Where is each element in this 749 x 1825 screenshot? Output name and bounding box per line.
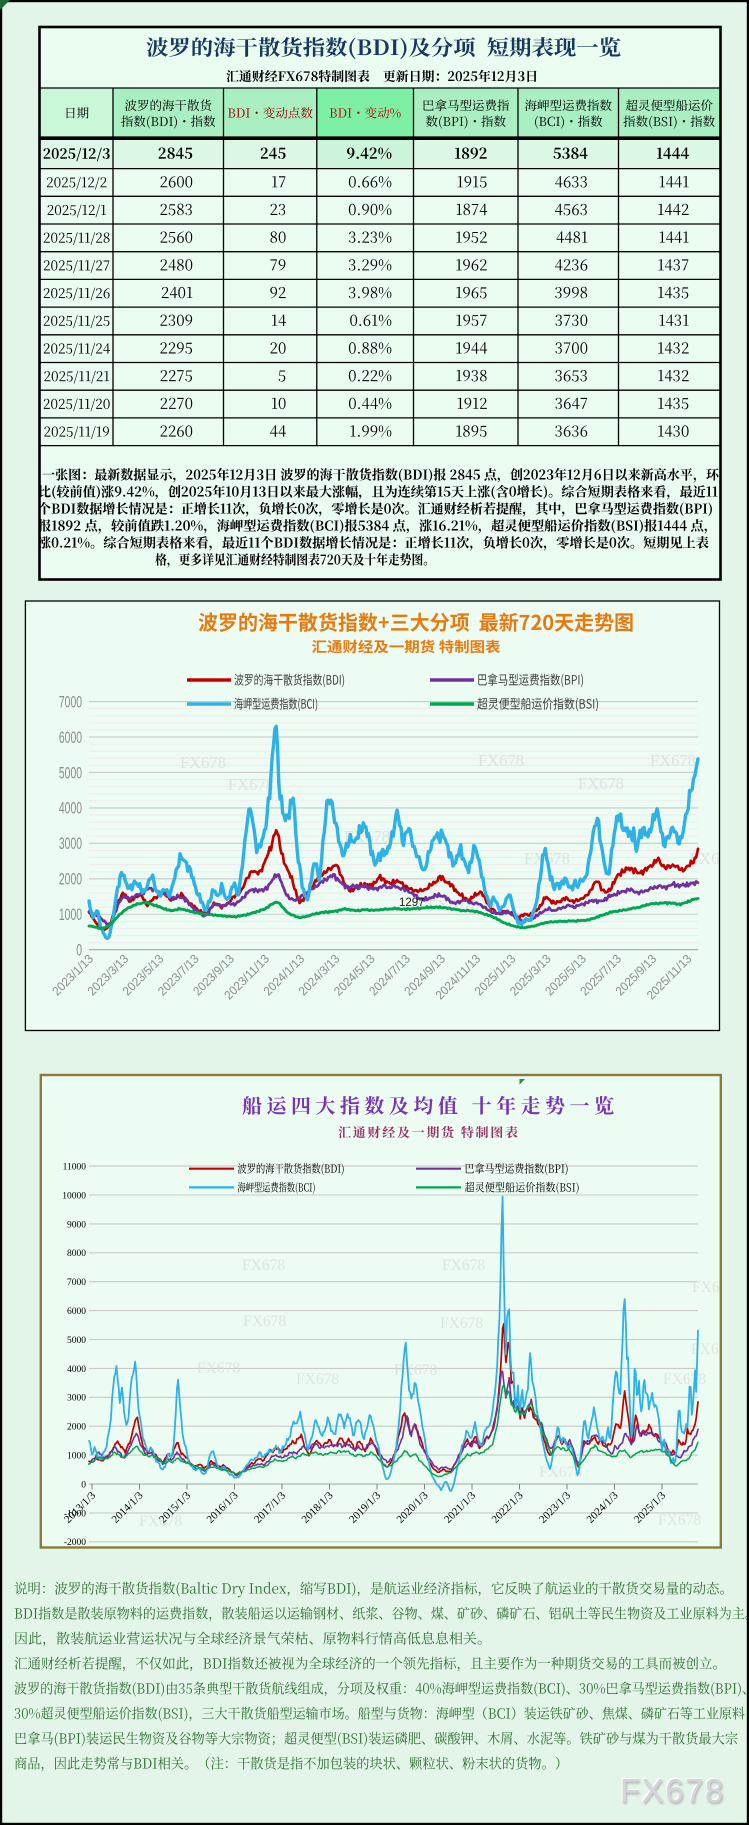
svg-text:5000: 5000	[67, 1336, 86, 1346]
svg-text:FX678: FX678	[243, 1313, 286, 1330]
svg-text:1000: 1000	[67, 1452, 86, 1462]
svg-text:FX678: FX678	[663, 1371, 706, 1388]
svg-text:FX678: FX678	[658, 1512, 701, 1529]
svg-text:FX678: FX678	[442, 1257, 485, 1274]
svg-text:FX678: FX678	[180, 753, 226, 772]
svg-text:FX678: FX678	[242, 1257, 285, 1274]
svg-text:5000: 5000	[59, 764, 82, 782]
svg-text:FX678: FX678	[650, 751, 696, 770]
svg-text:1000: 1000	[59, 906, 82, 924]
svg-text:11000: 11000	[63, 1163, 87, 1173]
svg-text:3000: 3000	[67, 1394, 86, 1404]
svg-text:FX678: FX678	[440, 1315, 483, 1332]
svg-text:FX678: FX678	[478, 751, 524, 770]
svg-text:FX678: FX678	[228, 775, 274, 794]
svg-text:FX678: FX678	[692, 1279, 735, 1296]
svg-text:2000: 2000	[67, 1423, 86, 1433]
svg-text:-2000: -2000	[64, 1538, 86, 1548]
svg-text:4000: 4000	[67, 1365, 86, 1375]
svg-text:FX678: FX678	[139, 1513, 182, 1530]
svg-text:FX678: FX678	[620, 1773, 725, 1810]
svg-text:0: 0	[76, 941, 82, 959]
svg-text:FX678: FX678	[296, 1371, 339, 1388]
svg-text:8000: 8000	[67, 1249, 86, 1259]
svg-text:0: 0	[81, 1480, 86, 1490]
svg-text:FX678: FX678	[394, 1362, 437, 1379]
svg-text:10000: 10000	[62, 1191, 86, 1201]
svg-text:FX678: FX678	[197, 1360, 240, 1377]
svg-text:3000: 3000	[59, 835, 82, 853]
svg-text:6000: 6000	[59, 728, 82, 746]
svg-text:4000: 4000	[59, 799, 82, 817]
svg-text:1297: 1297	[399, 897, 425, 909]
svg-text:7000: 7000	[59, 693, 82, 711]
svg-text:7000: 7000	[67, 1278, 86, 1288]
svg-text:9000: 9000	[67, 1220, 86, 1230]
svg-text:6000: 6000	[67, 1307, 86, 1317]
svg-text:2000: 2000	[59, 870, 82, 888]
svg-text:-1000: -1000	[64, 1509, 86, 1519]
svg-text:FX678: FX678	[578, 774, 624, 793]
